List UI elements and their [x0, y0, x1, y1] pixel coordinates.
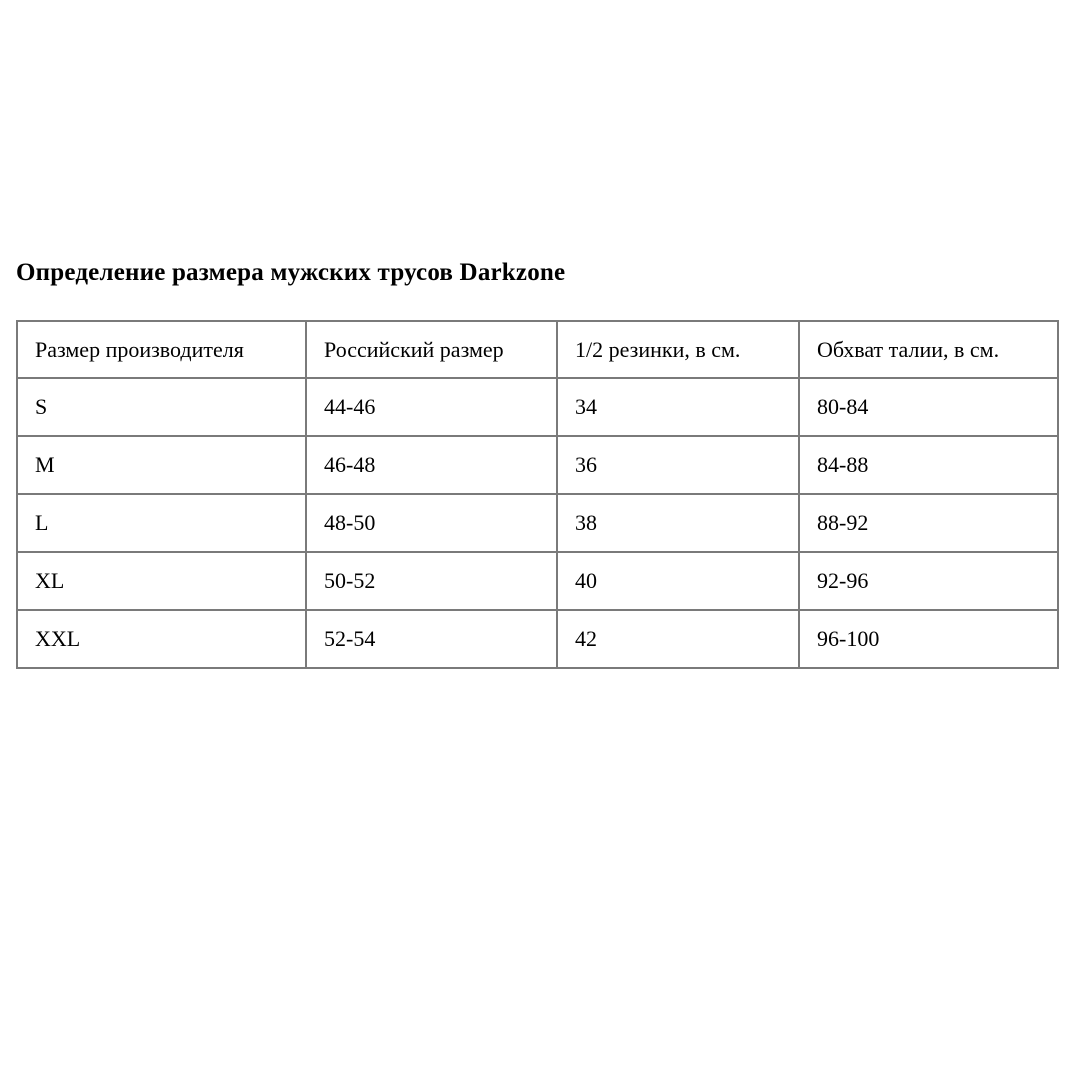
table-header-row: Размер производителя Российский размер 1…: [16, 320, 1059, 379]
cell-russian-size: 44-46: [305, 377, 558, 437]
cell-size: S: [16, 377, 307, 437]
cell-waist: 92-96: [798, 551, 1059, 611]
cell-size: L: [16, 493, 307, 553]
cell-size: XL: [16, 551, 307, 611]
cell-russian-size: 46-48: [305, 435, 558, 495]
cell-size: M: [16, 435, 307, 495]
cell-waist: 88-92: [798, 493, 1059, 553]
column-header-manufacturer-size: Размер производителя: [16, 320, 307, 379]
page-title: Определение размера мужских трусов Darkz…: [16, 259, 566, 286]
cell-half-elastic: 38: [556, 493, 800, 553]
table-row: S 44-46 34 80-84: [16, 377, 1059, 437]
cell-russian-size: 48-50: [305, 493, 558, 553]
cell-half-elastic: 40: [556, 551, 800, 611]
cell-half-elastic: 36: [556, 435, 800, 495]
table-row: L 48-50 38 88-92: [16, 493, 1059, 553]
cell-waist: 80-84: [798, 377, 1059, 437]
cell-russian-size: 50-52: [305, 551, 558, 611]
cell-russian-size: 52-54: [305, 609, 558, 669]
table-row: XL 50-52 40 92-96: [16, 551, 1059, 611]
cell-waist: 84-88: [798, 435, 1059, 495]
cell-half-elastic: 34: [556, 377, 800, 437]
cell-waist: 96-100: [798, 609, 1059, 669]
size-table-body: S 44-46 34 80-84 M 46-48 36 84-88 L 48-5…: [16, 377, 1059, 669]
table-row: M 46-48 36 84-88: [16, 435, 1059, 495]
cell-half-elastic: 42: [556, 609, 800, 669]
column-header-waist-cm: Обхват талии, в см.: [798, 320, 1059, 379]
size-table-header: Размер производителя Российский размер 1…: [16, 320, 1059, 379]
column-header-russian-size: Российский размер: [305, 320, 558, 379]
size-table: Размер производителя Российский размер 1…: [16, 320, 1059, 669]
cell-size: XXL: [16, 609, 307, 669]
column-header-half-elastic-cm: 1/2 резинки, в см.: [556, 320, 800, 379]
table-row: XXL 52-54 42 96-100: [16, 609, 1059, 669]
